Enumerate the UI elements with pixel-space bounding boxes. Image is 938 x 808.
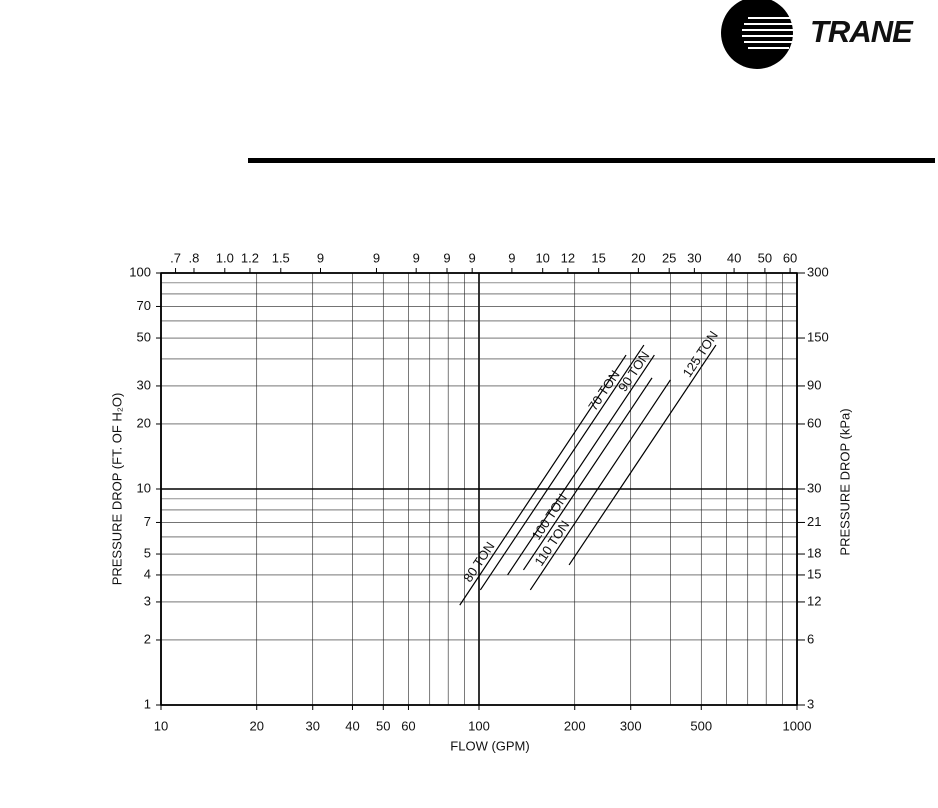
y2-tick-label: 90 <box>807 377 821 392</box>
logo-text: TRANE <box>810 14 914 49</box>
x-tick-label: 50 <box>376 718 390 733</box>
x2-tick-label: 25 <box>662 250 676 265</box>
y2-tick-label: 60 <box>807 415 821 430</box>
x-tick-label: 200 <box>564 718 586 733</box>
x2-tick-label: 15 <box>591 250 605 265</box>
flow-curve <box>507 354 655 576</box>
curve-label: 90 TON <box>615 349 652 395</box>
y-tick-label: 3 <box>144 593 151 608</box>
y2-tick-label: 21 <box>807 514 821 529</box>
logo-mark <box>721 0 793 69</box>
x2-tick-label: 30 <box>687 250 701 265</box>
x2-tick-label: 9 <box>469 250 476 265</box>
curve-label: 70 TON <box>585 367 622 413</box>
x2-tick-label: 1.5 <box>272 250 290 265</box>
x2-tick-label: 9 <box>413 250 420 265</box>
x2-tick-label: .7 <box>170 250 181 265</box>
flow-curve <box>459 354 627 606</box>
x2-tick-label: 9 <box>443 250 450 265</box>
x2-tick-label: 1.0 <box>216 250 234 265</box>
y2-tick-label: 6 <box>807 631 814 646</box>
y-tick-label: 2 <box>144 631 151 646</box>
x-tick-label: 1000 <box>783 718 812 733</box>
x-tick-label: 100 <box>468 718 490 733</box>
curve-label: 125 TON <box>679 328 721 380</box>
x-tick-label: 60 <box>401 718 415 733</box>
x-tick-label: 40 <box>345 718 359 733</box>
y-tick-label: 1 <box>144 696 151 711</box>
flow-curve <box>568 344 717 566</box>
y-tick-label: 20 <box>137 415 151 430</box>
y2-tick-label: 300 <box>807 264 829 279</box>
x-tick-label: 10 <box>154 718 168 733</box>
y-axis-label: PRESSURE DROP (FT. OF H₂O) <box>109 393 124 586</box>
x2-tick-label: .8 <box>189 250 200 265</box>
y2-tick-label: 3 <box>807 696 814 711</box>
y2-tick-label: 15 <box>807 566 821 581</box>
flow-curve <box>529 379 671 591</box>
y-tick-label: 100 <box>129 264 151 279</box>
x2-tick-label: 12 <box>561 250 575 265</box>
x2-tick-label: 10 <box>535 250 549 265</box>
y2-tick-label: 30 <box>807 480 821 495</box>
x2-tick-label: 9 <box>317 250 324 265</box>
x2-tick-label: 50 <box>758 250 772 265</box>
logo: TRANE <box>721 0 915 69</box>
x2-tick-label: 9 <box>373 250 380 265</box>
x-tick-label: 30 <box>305 718 319 733</box>
y-tick-label: 50 <box>137 329 151 344</box>
y-tick-label: 70 <box>137 298 151 313</box>
x2-tick-label: 20 <box>631 250 645 265</box>
x2-tick-label: 1.2 <box>241 250 259 265</box>
y-tick-label: 4 <box>144 566 151 581</box>
y-tick-label: 30 <box>137 377 151 392</box>
y2-tick-label: 18 <box>807 545 821 560</box>
x2-tick-label: 9 <box>508 250 515 265</box>
logo-stripes <box>742 17 793 49</box>
x2-tick-label: 60 <box>783 250 797 265</box>
flow-curve <box>479 344 645 591</box>
flow-curve <box>522 377 653 571</box>
x-tick-label: 20 <box>249 718 263 733</box>
y-tick-label: 10 <box>137 480 151 495</box>
y2-tick-label: 12 <box>807 593 821 608</box>
x-tick-label: 500 <box>690 718 712 733</box>
x-axis-label: FLOW (GPM) <box>450 738 529 753</box>
y2-axis-label: PRESSURE DROP (kPa) <box>837 408 852 555</box>
x2-tick-label: 40 <box>727 250 741 265</box>
y2-tick-label: 150 <box>807 329 829 344</box>
y-tick-label: 7 <box>144 514 151 529</box>
header-rule <box>248 158 935 163</box>
x-tick-label: 300 <box>620 718 642 733</box>
y-tick-label: 5 <box>144 545 151 560</box>
